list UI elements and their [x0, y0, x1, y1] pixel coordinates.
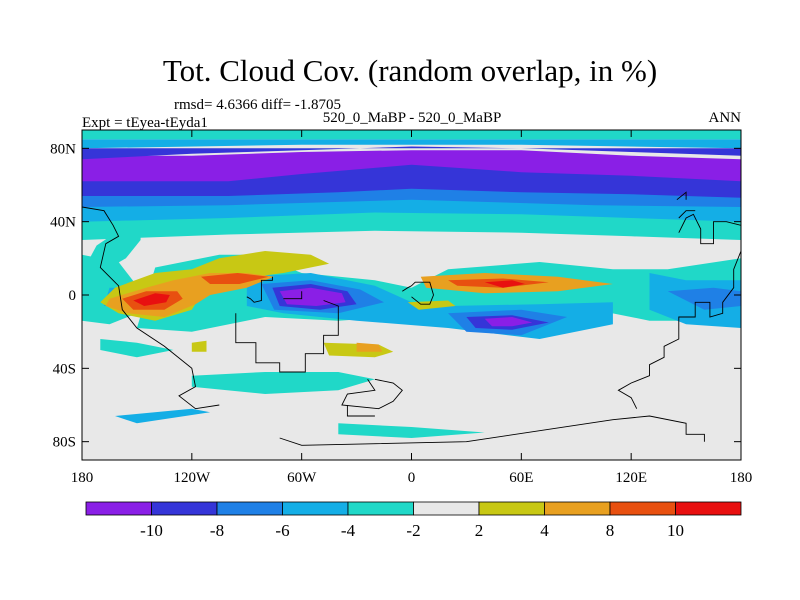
- y-tick-label-2: 0: [69, 288, 77, 304]
- comparison-label: 520_0_MaBP - 520_0_MaBP: [323, 110, 502, 126]
- coastline-8: [617, 250, 741, 409]
- colorbar: -10 -8 -6 -4 -2 2 4 8 10: [85, 501, 742, 540]
- x-tick-label-6: 180: [730, 470, 753, 486]
- contour-region-33: [201, 273, 269, 284]
- colorbar-label-4: -2: [406, 521, 420, 540]
- contour-region-24: [484, 317, 533, 327]
- y-tick-label-4: 80S: [53, 435, 76, 451]
- x-tick-label-0: 180: [71, 470, 94, 486]
- colorbar-label-2: -6: [275, 521, 289, 540]
- colorbar-label-6: 4: [540, 521, 549, 540]
- colorbar-label-0: -10: [140, 521, 163, 540]
- contour-region-2: [82, 146, 741, 160]
- colorbar-label-7: 8: [606, 521, 615, 540]
- coastline-1: [235, 300, 339, 373]
- colorbar-box-7: [544, 501, 611, 516]
- y-tick-label-3: 40S: [53, 361, 76, 377]
- coastline-10: [678, 210, 696, 219]
- colorbar-box-5: [413, 501, 480, 516]
- contour-region-35: [133, 293, 170, 306]
- colorbar-box-1: [151, 501, 218, 516]
- contour-region-23: [279, 287, 346, 306]
- x-tick-label-1: 120W: [173, 470, 211, 486]
- colorbar-box-0: [85, 501, 152, 516]
- contour-region-31: [356, 342, 383, 352]
- coastline-0: [82, 206, 220, 410]
- contour-region-11: [191, 372, 375, 394]
- y-axis: 80N 40N 0 40S 80S: [50, 141, 741, 451]
- coastline-5: [341, 378, 403, 410]
- contour-region-27: [191, 340, 207, 352]
- contour-region-28: [407, 300, 456, 310]
- coastline-7: [279, 415, 705, 446]
- contour-region-9: [85, 225, 141, 273]
- colorbar-label-5: 2: [475, 521, 484, 540]
- colorbar-box-8: [609, 501, 676, 516]
- coastline-6: [346, 405, 375, 417]
- contour-region-36: [484, 280, 525, 288]
- colorbar-box-2: [216, 501, 283, 516]
- contour-region-5: [82, 139, 741, 149]
- contour-region-12: [100, 339, 174, 358]
- colorbar-box-6: [478, 501, 545, 516]
- coastline-11: [676, 191, 687, 201]
- season-label: ANN: [709, 110, 742, 126]
- coastlines: [82, 191, 741, 446]
- coastline-9: [678, 213, 741, 245]
- colorbar-label-8: 10: [667, 521, 684, 540]
- contour-region-6: [82, 212, 741, 240]
- y-tick-label-1: 40N: [50, 215, 76, 231]
- colorbar-box-4: [347, 501, 414, 516]
- coastline-4: [402, 281, 434, 305]
- chart-title: Tot. Cloud Cov. (random overlap, in %): [163, 53, 657, 88]
- colorbar-label-3: -4: [341, 521, 356, 540]
- contour-fields: [82, 130, 741, 438]
- x-tick-label-2: 60W: [287, 470, 317, 486]
- coastline-2: [246, 276, 273, 303]
- coastline-3: [283, 291, 303, 300]
- contour-region-13: [338, 423, 485, 438]
- colorbar-box-3: [282, 501, 349, 516]
- y-tick-label-0: 80N: [50, 141, 76, 157]
- colorbar-label-1: -8: [210, 521, 224, 540]
- x-tick-label-5: 120E: [615, 470, 647, 486]
- contour-region-1: [82, 164, 741, 202]
- x-axis: 180 120W 60W 0 60E 120E 180: [71, 130, 753, 486]
- experiment-label: Expt = tEyea-tEyda1: [82, 115, 208, 131]
- colorbar-box-9: [675, 501, 742, 516]
- stats-label: rmsd= 4.6366 diff= -1.8705: [174, 97, 341, 113]
- contour-region-17: [115, 408, 211, 424]
- x-tick-label-3: 0: [408, 470, 416, 486]
- x-tick-label-4: 60E: [509, 470, 533, 486]
